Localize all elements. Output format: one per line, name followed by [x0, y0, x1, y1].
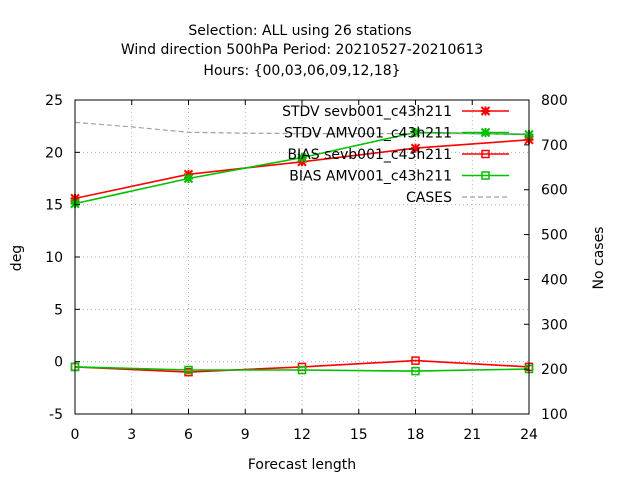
x-tick-label: 18	[407, 427, 425, 443]
y2-tick-label: 500	[541, 228, 568, 244]
y2-tick-label: 100	[541, 407, 568, 423]
x-tick-label: 0	[71, 427, 80, 443]
data-point-x-marker	[480, 106, 491, 116]
x-tick-label: 3	[127, 427, 136, 443]
x-tick-label: 24	[520, 427, 538, 443]
x-tick-label: 15	[350, 427, 368, 443]
data-point-x-marker	[410, 143, 421, 153]
x-tick-label: 9	[241, 427, 250, 443]
title-line-1: Selection: ALL using 26 stations	[188, 23, 411, 39]
series-4	[74, 121, 529, 135]
x-tick-label: 12	[293, 427, 311, 443]
series-line	[74, 121, 529, 135]
y2-axis-label: No cases	[591, 227, 607, 290]
legend-label: CASES	[406, 190, 452, 206]
data-point-square-marker	[411, 356, 420, 365]
y2-tick-label: 300	[541, 317, 568, 333]
y-tick-label: 0	[54, 355, 63, 371]
data-point-x-marker	[183, 173, 194, 184]
legend-entry: STDV sevb001_c43h211	[282, 104, 509, 120]
legend-label: BIAS AMV001_c43h211	[289, 169, 452, 185]
y-axis-label: deg	[9, 245, 25, 271]
title-line-2: Wind direction 500hPa Period: 20210527-2…	[121, 42, 483, 58]
y2-tick-label: 400	[541, 272, 568, 288]
legend-label: STDV AMV001_c43h211	[284, 126, 452, 142]
series-layer	[70, 121, 534, 377]
legend-entry: BIAS AMV001_c43h211	[289, 169, 509, 185]
legend-label: BIAS sevb001_c43h211	[287, 147, 452, 163]
legend-entry: STDV AMV001_c43h211	[284, 126, 509, 142]
data-point-square-marker	[481, 171, 490, 180]
y2-tick-label: 200	[541, 362, 568, 378]
data-point-x-marker	[480, 127, 491, 138]
y-tick-label: 20	[45, 145, 63, 161]
y-tick-label: 15	[45, 198, 63, 214]
title-line-3: Hours: {00,03,06,09,12,18}	[203, 63, 400, 79]
data-point-x-marker	[410, 127, 421, 138]
x-axis-label: Forecast length	[248, 457, 356, 473]
legend: STDV sevb001_c43h211 STDV AMV001_c43h211 B…	[282, 104, 509, 206]
series-line	[74, 366, 530, 372]
legend-label: STDV sevb001_c43h211	[282, 104, 452, 120]
data-point-x-marker	[297, 152, 307, 163]
ticks: 0 3 6 9 12 15 18 21 24 -5 0 5 10 15 20 25 100 200 300 400 50…	[45, 93, 568, 443]
data-point-square-marker	[481, 149, 490, 159]
y2-tick-label: 700	[541, 138, 568, 154]
y2-tick-label: 600	[541, 183, 568, 199]
data-point-square-marker	[297, 365, 307, 375]
data-point-square-marker	[411, 366, 420, 376]
y-tick-label: 25	[45, 93, 63, 109]
data-point-square-marker	[184, 365, 193, 375]
grid	[75, 100, 529, 414]
legend-entry: CASES	[406, 190, 509, 206]
chart-title: Selection: ALL using 26 stations Wind di…	[121, 23, 483, 79]
y-tick-label: 5	[54, 302, 63, 318]
legend-entry: BIAS sevb001_c43h211	[287, 147, 509, 163]
x-tick-label: 6	[184, 427, 193, 443]
y-tick-label: -5	[49, 407, 63, 423]
y-tick-label: 10	[45, 250, 63, 266]
y2-tick-label: 800	[541, 93, 568, 109]
x-tick-label: 21	[463, 427, 481, 443]
